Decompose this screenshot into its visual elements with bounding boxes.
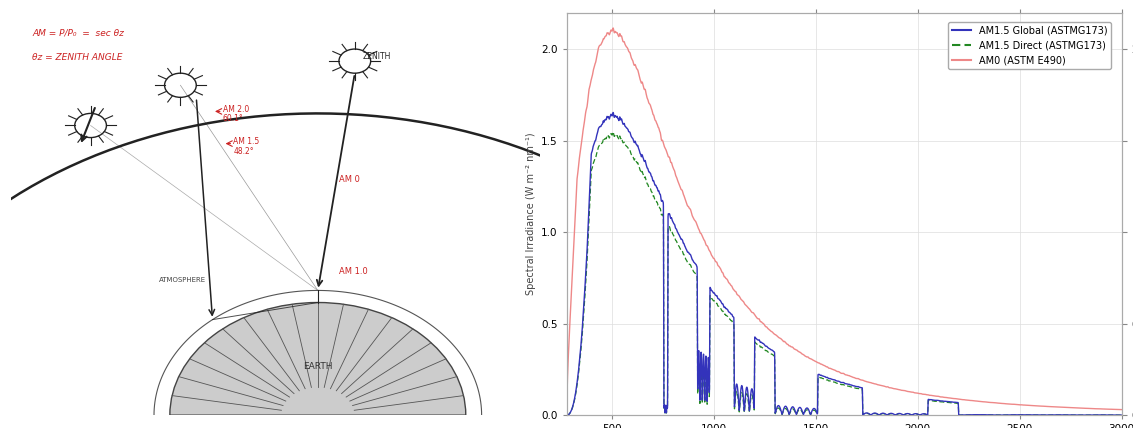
AM1.5 Global (ASTMG173)	[921, 411, 935, 416]
AM1.5 Direct (ASTMG173)	[772, 406, 785, 411]
AM1.5 Global (ASTMG173)	[606, 110, 620, 115]
AM1.5 Direct (ASTMG173)	[974, 412, 988, 417]
Text: θz = ZENITH ANGLE: θz = ZENITH ANGLE	[33, 53, 123, 62]
AM1.5 Direct (ASTMG173)	[661, 348, 674, 354]
AM1.5 Direct (ASTMG173)	[1115, 413, 1128, 418]
AM1.5 Global (ASTMG173)	[974, 412, 988, 417]
Legend: AM1.5 Global (ASTMG173), AM1.5 Direct (ASTMG173), AM0 (ASTM E490): AM1.5 Global (ASTMG173), AM1.5 Direct (A…	[947, 22, 1111, 69]
Line: AM0 (ASTM E490): AM0 (ASTM E490)	[566, 28, 1122, 415]
Text: AM 1.5
48.2°: AM 1.5 48.2°	[233, 137, 259, 156]
AM1.5 Direct (ASTMG173)	[1016, 412, 1030, 417]
Text: ATMOSPHERE: ATMOSPHERE	[160, 277, 206, 283]
AM1.5 Global (ASTMG173)	[772, 403, 785, 408]
Y-axis label: Spectral Irradiance (W m⁻² nm⁻¹): Spectral Irradiance (W m⁻² nm⁻¹)	[526, 133, 536, 295]
Text: AM = P/P₀  =  sec θz: AM = P/P₀ = sec θz	[33, 29, 125, 38]
AM0 (ASTM E490)	[974, 399, 988, 404]
AM0 (ASTM E490)	[893, 387, 906, 392]
AM1.5 Direct (ASTMG173)	[606, 129, 620, 134]
Text: AM 1.0: AM 1.0	[339, 268, 368, 276]
AM0 (ASTM E490)	[606, 25, 620, 30]
Text: EARTH: EARTH	[303, 363, 333, 372]
AM0 (ASTM E490)	[921, 392, 935, 397]
AM1.5 Global (ASTMG173)	[560, 413, 573, 418]
Line: AM1.5 Global (ASTMG173): AM1.5 Global (ASTMG173)	[566, 113, 1122, 415]
Text: AM 2.0
60.1°: AM 2.0 60.1°	[223, 105, 249, 123]
AM0 (ASTM E490)	[661, 152, 674, 158]
AM1.5 Global (ASTMG173)	[893, 411, 906, 416]
AM0 (ASTM E490)	[560, 413, 573, 418]
AM0 (ASTM E490)	[772, 335, 785, 340]
Line: AM1.5 Direct (ASTMG173): AM1.5 Direct (ASTMG173)	[566, 132, 1122, 415]
Text: AM 0: AM 0	[339, 175, 360, 184]
AM1.5 Global (ASTMG173)	[661, 344, 674, 349]
AM1.5 Direct (ASTMG173)	[560, 413, 573, 418]
AM0 (ASTM E490)	[1016, 402, 1030, 407]
AM1.5 Direct (ASTMG173)	[921, 411, 935, 416]
AM0 (ASTM E490)	[1115, 407, 1128, 412]
AM1.5 Global (ASTMG173)	[1115, 413, 1128, 418]
AM1.5 Global (ASTMG173)	[1016, 412, 1030, 417]
AM1.5 Direct (ASTMG173)	[893, 411, 906, 416]
Wedge shape	[170, 303, 466, 415]
Text: ZENITH: ZENITH	[363, 52, 391, 61]
